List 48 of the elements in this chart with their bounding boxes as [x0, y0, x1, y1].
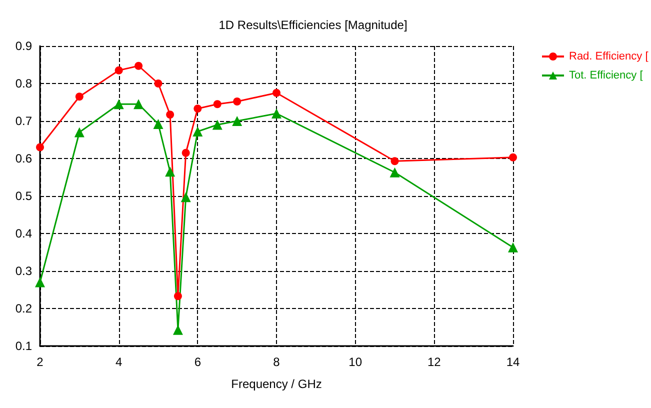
point	[192, 126, 203, 136]
x-tick-label: 2	[36, 355, 44, 369]
point	[166, 110, 174, 119]
y-tick-label: 0.5	[15, 189, 32, 203]
legend-label: Rad. Efficiency [	[569, 50, 648, 62]
y-tick-label: 0.9	[15, 39, 32, 53]
y-tick-label: 0.1	[15, 339, 32, 353]
point	[180, 192, 191, 202]
x-tick-label: 12	[427, 355, 442, 369]
x-tick-label: 8	[273, 355, 280, 369]
y-tick-label: 0.8	[15, 76, 32, 90]
legend-label: Tot. Efficiency [	[569, 70, 643, 82]
point	[212, 120, 222, 130]
point	[509, 153, 517, 162]
point	[114, 66, 123, 74]
point	[153, 119, 164, 129]
point	[74, 127, 84, 138]
point	[35, 277, 45, 288]
point	[232, 116, 242, 126]
point	[390, 157, 399, 166]
point	[233, 98, 242, 106]
point	[165, 166, 176, 177]
y-tick-label: 0.7	[15, 114, 32, 128]
point	[272, 88, 280, 97]
point	[213, 100, 222, 108]
y-tick-label: 0.6	[15, 152, 32, 166]
point	[134, 99, 144, 110]
x-axis-title: Frequency / GHz	[231, 377, 322, 391]
point	[272, 108, 282, 118]
point	[134, 62, 143, 70]
x-tick-label: 14	[506, 355, 520, 369]
x-tick-label: 4	[115, 355, 122, 369]
point	[36, 143, 44, 152]
point	[172, 324, 183, 335]
y-tick-label: 0.3	[15, 264, 32, 278]
point	[154, 80, 162, 88]
point	[194, 104, 202, 113]
point	[390, 167, 400, 178]
y-tick-label: 0.4	[15, 226, 32, 240]
x-tick-label: 6	[194, 355, 202, 369]
point	[508, 242, 518, 252]
point	[75, 92, 84, 101]
chart-title: 1D Results\Efficiencies [Magnitude]	[218, 18, 408, 32]
x-tick-label: 10	[348, 355, 362, 369]
point	[174, 292, 182, 300]
point	[182, 148, 190, 157]
y-tick-label: 0.2	[15, 302, 32, 316]
point	[114, 99, 124, 110]
